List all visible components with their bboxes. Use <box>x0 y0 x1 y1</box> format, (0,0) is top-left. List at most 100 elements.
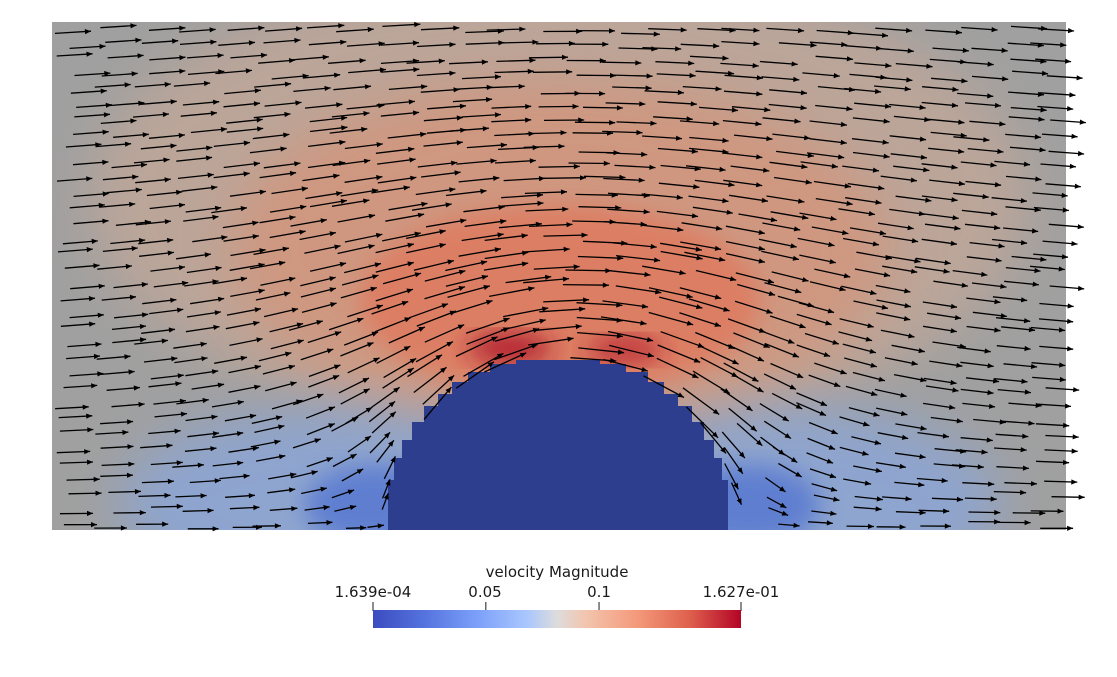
velocity-arrow <box>889 103 926 109</box>
velocity-arrow-head <box>646 337 654 343</box>
velocity-arrow <box>700 345 739 365</box>
velocity-arrow <box>688 195 729 203</box>
velocity-arrow-head <box>756 154 763 160</box>
velocity-arrow-head <box>181 280 189 286</box>
velocity-arrow-head <box>215 265 222 271</box>
velocity-arrow-head <box>1063 459 1070 465</box>
velocity-arrow-head <box>804 135 811 141</box>
velocity-arrow-head <box>260 52 268 58</box>
velocity-arrow-head <box>1067 318 1074 324</box>
velocity-arrow <box>149 70 186 75</box>
velocity-arrow-head <box>750 425 757 432</box>
velocity-arrow-head <box>254 364 261 370</box>
velocity-arrow-head <box>374 262 381 268</box>
velocity-arrow <box>346 104 385 110</box>
velocity-arrow-head <box>956 496 963 502</box>
velocity-arrow <box>799 254 836 264</box>
velocity-arrow <box>931 77 968 83</box>
velocity-arrow <box>456 159 497 165</box>
velocity-arrow-head <box>610 72 616 79</box>
velocity-arrow-head <box>983 137 990 143</box>
velocity-arrow-head <box>900 392 907 398</box>
velocity-arrow-head <box>920 425 927 431</box>
velocity-arrow <box>331 199 370 207</box>
velocity-arrow <box>762 117 801 123</box>
velocity-arrow <box>100 24 137 29</box>
velocity-arrow-head <box>87 510 93 516</box>
velocity-arrow-head <box>536 192 543 198</box>
velocity-arrow-head <box>1028 420 1035 426</box>
velocity-arrow <box>725 225 766 235</box>
velocity-arrow-head <box>363 198 370 204</box>
velocity-arrow-head <box>409 157 416 163</box>
velocity-arrow-head <box>739 451 745 459</box>
velocity-arrow-head <box>833 496 840 502</box>
velocity-arrow-head <box>88 296 95 302</box>
velocity-arrow <box>621 32 660 35</box>
velocity-arrow-head <box>911 238 919 244</box>
velocity-arrow-head <box>839 286 846 292</box>
velocity-arrow <box>800 161 838 168</box>
velocity-arrow-head <box>562 206 569 212</box>
velocity-arrow <box>254 83 292 88</box>
velocity-arrow <box>1035 58 1072 63</box>
velocity-arrow <box>182 101 220 106</box>
velocity-arrow <box>343 331 379 346</box>
velocity-arrow-head <box>722 198 729 204</box>
velocity-arrow-head <box>439 229 446 235</box>
velocity-arrow-head <box>500 142 507 148</box>
velocity-arrow-head <box>291 307 299 313</box>
velocity-arrow-head <box>984 348 991 354</box>
velocity-arrow-head <box>736 498 742 505</box>
velocity-arrow-head <box>719 166 726 172</box>
velocity-arrow-head <box>99 43 106 50</box>
velocity-arrow-head <box>122 429 129 436</box>
velocity-arrow-head <box>324 85 331 91</box>
velocity-arrow-head <box>378 41 385 47</box>
velocity-arrow-head <box>339 261 347 267</box>
velocity-arrow-head <box>990 162 997 168</box>
velocity-arrow-head <box>141 312 149 318</box>
velocity-arrow <box>720 62 759 67</box>
velocity-arrow-head <box>485 97 493 103</box>
velocity-arrow-head <box>753 41 760 47</box>
velocity-arrow-head <box>566 222 573 228</box>
velocity-arrow-head <box>758 245 765 251</box>
velocity-arrow-head <box>206 145 213 151</box>
velocity-arrow-head <box>1041 70 1049 76</box>
velocity-arrow-head <box>578 117 585 123</box>
velocity-arrow-head <box>904 86 911 92</box>
velocity-arrow-head <box>204 252 211 258</box>
velocity-arrow <box>309 262 347 272</box>
velocity-arrow <box>692 206 733 214</box>
velocity-arrow-head <box>377 523 384 529</box>
velocity-arrow-head <box>737 467 743 474</box>
velocity-arrow-head <box>714 322 721 327</box>
velocity-arrow <box>308 141 346 148</box>
velocity-arrow-head <box>766 308 773 314</box>
velocity-arrow-head <box>253 505 260 511</box>
velocity-arrow-head <box>641 367 648 372</box>
velocity-arrow-head <box>867 323 874 329</box>
velocity-arrow <box>341 274 379 286</box>
velocity-arrow-head <box>731 107 738 113</box>
velocity-arrow-head <box>214 310 221 316</box>
colorbar-legend: velocity Magnitude 1.639e-04 0.05 0.1 1.… <box>335 563 779 628</box>
velocity-arrow-head <box>562 276 569 282</box>
velocity-arrow-head <box>314 438 321 444</box>
velocity-arrow-head <box>141 282 148 288</box>
velocity-arrow-head <box>135 37 142 43</box>
velocity-arrow <box>969 120 1006 126</box>
velocity-arrow-head <box>162 111 169 118</box>
velocity-arrow-head <box>93 476 100 482</box>
velocity-arrow-head <box>873 411 880 417</box>
velocity-arrow-head <box>801 163 808 170</box>
velocity-arrow-head <box>919 454 926 460</box>
velocity-arrow-head <box>1002 76 1009 82</box>
velocity-arrow-head <box>408 146 415 152</box>
velocity-arrow-head <box>956 362 963 368</box>
velocity-arrow-head <box>960 132 967 138</box>
velocity-arrow <box>249 147 287 154</box>
velocity-arrow <box>642 135 683 140</box>
velocity-arrow <box>544 177 587 179</box>
